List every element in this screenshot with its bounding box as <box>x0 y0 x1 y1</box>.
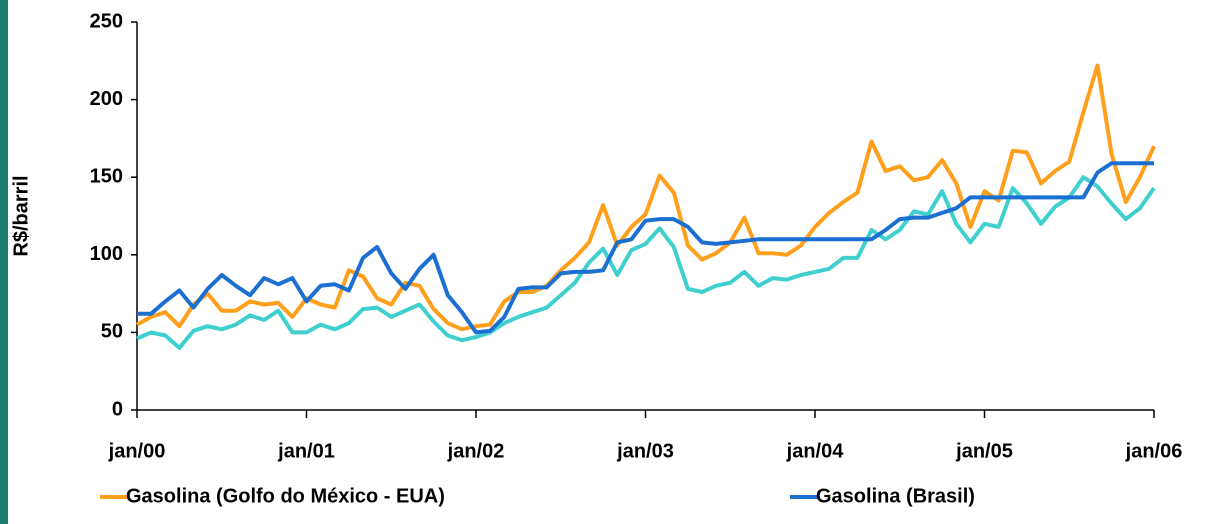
series-line <box>136 175 1156 350</box>
y-tick-label: 150 <box>90 165 123 187</box>
x-tick-label: jan/05 <box>955 440 1013 462</box>
legend-label: Gasolina (Golfo do México - EUA) <box>126 485 445 507</box>
y-tick-label: 250 <box>90 10 123 32</box>
series-line <box>137 161 1154 335</box>
x-tick-label: jan/01 <box>277 440 335 462</box>
x-tick-label: jan/04 <box>786 440 845 462</box>
x-tick-label: jan/02 <box>447 440 505 462</box>
y-axis-label: R$/barril <box>10 175 32 256</box>
y-tick-label: 200 <box>90 88 123 110</box>
x-tick-label: jan/06 <box>1125 440 1183 462</box>
y-tick-label: 50 <box>101 321 123 343</box>
legend-label: Gasolina (Brasil) <box>816 485 975 507</box>
x-tick-label: jan/03 <box>616 440 674 462</box>
x-tick-label: jan/00 <box>108 440 166 462</box>
side-strip <box>0 0 8 524</box>
y-tick-label: 100 <box>90 243 123 265</box>
y-tick-label: 0 <box>112 398 123 420</box>
